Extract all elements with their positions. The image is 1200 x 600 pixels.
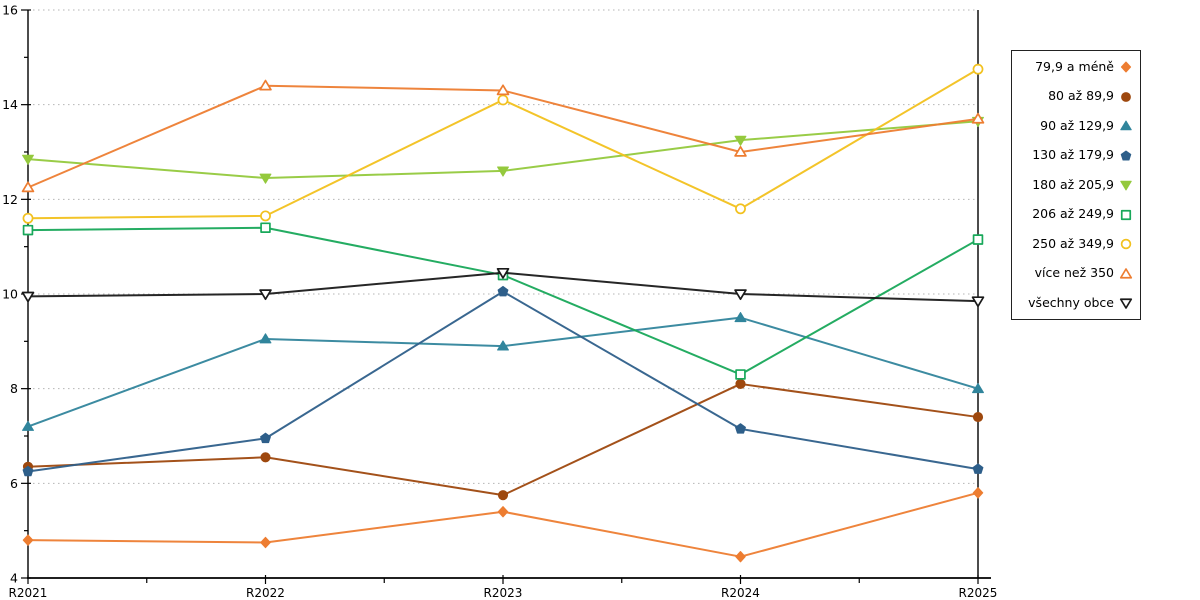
- data-point-marker: [1121, 91, 1131, 102]
- data-point-marker: [497, 490, 509, 501]
- legend-marker-icon: [1121, 91, 1131, 102]
- legend-marker-icon: [1119, 267, 1133, 279]
- series-line: [27, 226, 979, 376]
- data-point-marker: [734, 135, 747, 146]
- legend-marker-icon: [1120, 120, 1132, 131]
- x-axis-label: R2022: [246, 586, 285, 600]
- y-axis-label: 12: [2, 192, 18, 207]
- data-point-marker: [1120, 238, 1132, 250]
- data-point-marker: [259, 289, 272, 301]
- series-line: [27, 316, 979, 428]
- data-point-marker: [259, 79, 272, 91]
- data-point-marker: [972, 411, 984, 423]
- legend-item-label: 79,9 a méně: [1035, 58, 1114, 74]
- data-point-marker: [972, 463, 984, 474]
- series-line: [27, 382, 979, 497]
- data-point-marker: [735, 378, 746, 390]
- data-point-marker: [735, 369, 746, 380]
- data-point-marker: [972, 487, 984, 499]
- y-axis-label: 16: [2, 3, 18, 18]
- legend-item-label: 80 až 89,9: [1048, 88, 1114, 104]
- legend-item: 79,9 a méně: [1019, 60, 1133, 74]
- data-point-marker: [971, 112, 985, 124]
- x-axis-label: R2021: [9, 586, 48, 600]
- data-point-marker: [735, 423, 746, 434]
- data-point-marker: [971, 296, 985, 308]
- legend-item-label: 90 až 129,9: [1040, 117, 1114, 133]
- legend-marker-icon: [1120, 209, 1132, 220]
- legend-item: 250 až 349,9: [1019, 237, 1133, 251]
- data-point-marker: [972, 382, 984, 394]
- data-point-marker: [259, 333, 272, 344]
- data-point-marker: [734, 145, 747, 157]
- legend-item: 80 až 89,9: [1019, 90, 1133, 104]
- data-point-marker: [1119, 298, 1133, 309]
- y-axis-label: 6: [10, 476, 18, 491]
- series-line: [27, 290, 979, 473]
- data-point-marker: [22, 465, 34, 477]
- chart-legend: 79,9 a méně 80 až 89,9 90 až 129,9 130 až 1…: [1011, 50, 1141, 320]
- legend-item: 180 až 205,9: [1019, 178, 1133, 192]
- data-point-marker: [260, 452, 271, 463]
- legend-marker-icon: [1120, 238, 1132, 250]
- y-axis-label: 10: [2, 287, 18, 302]
- y-axis-label: 8: [10, 381, 18, 396]
- legend-marker-icon: [1119, 298, 1133, 309]
- data-point-marker: [1120, 209, 1132, 220]
- legend-item: 130 až 179,9: [1019, 149, 1133, 163]
- data-point-marker: [260, 432, 271, 444]
- data-point-marker: [497, 94, 509, 106]
- data-point-marker: [22, 420, 34, 431]
- series-line: [27, 491, 979, 558]
- data-point-marker: [1120, 61, 1132, 73]
- data-point-marker: [497, 166, 509, 177]
- data-point-marker: [734, 311, 747, 323]
- data-point-marker: [497, 340, 509, 351]
- data-point-marker: [1120, 150, 1132, 161]
- data-point-marker: [497, 285, 509, 297]
- data-point-marker: [972, 63, 984, 75]
- legend-item-label: 206 až 249,9: [1032, 206, 1114, 222]
- legend-item: více než 350: [1019, 267, 1133, 281]
- x-axis-label: R2024: [721, 586, 760, 600]
- data-point-marker: [734, 289, 747, 301]
- x-axis-label: R2023: [484, 586, 523, 600]
- data-point-marker: [735, 551, 746, 563]
- legend-marker-icon: [1120, 180, 1132, 191]
- x-axis-label: R2025: [959, 586, 998, 600]
- legend-item-label: 180 až 205,9: [1032, 176, 1114, 192]
- legend-marker-icon: [1120, 150, 1132, 161]
- data-point-marker: [22, 224, 34, 236]
- legend-item: 90 až 129,9: [1019, 119, 1133, 133]
- legend-item-label: všechny obce: [1028, 294, 1114, 310]
- legend-item-label: 130 až 179,9: [1032, 147, 1114, 163]
- data-point-marker: [972, 234, 984, 245]
- legend-item: 206 až 249,9: [1019, 208, 1133, 222]
- y-axis-label: 4: [10, 571, 18, 586]
- data-point-marker: [735, 203, 746, 215]
- data-point-marker: [497, 506, 509, 518]
- data-point-marker: [260, 536, 271, 549]
- legend-item-label: 250 až 349,9: [1032, 235, 1114, 251]
- data-point-marker: [22, 212, 34, 224]
- data-point-marker: [22, 154, 34, 165]
- legend-item: všechny obce: [1019, 296, 1133, 310]
- legend-item-label: více než 350: [1034, 265, 1114, 281]
- data-point-marker: [259, 173, 272, 184]
- data-point-marker: [21, 181, 35, 193]
- data-point-marker: [496, 84, 510, 96]
- data-point-marker: [260, 222, 271, 234]
- data-point-marker: [1120, 120, 1132, 131]
- y-axis-label: 14: [2, 97, 18, 112]
- legend-marker-icon: [1120, 61, 1132, 73]
- data-point-marker: [21, 291, 35, 303]
- data-point-marker: [1120, 180, 1132, 191]
- data-point-marker: [496, 267, 510, 279]
- data-point-marker: [1119, 267, 1133, 279]
- data-point-marker: [22, 534, 34, 546]
- data-point-marker: [260, 210, 271, 222]
